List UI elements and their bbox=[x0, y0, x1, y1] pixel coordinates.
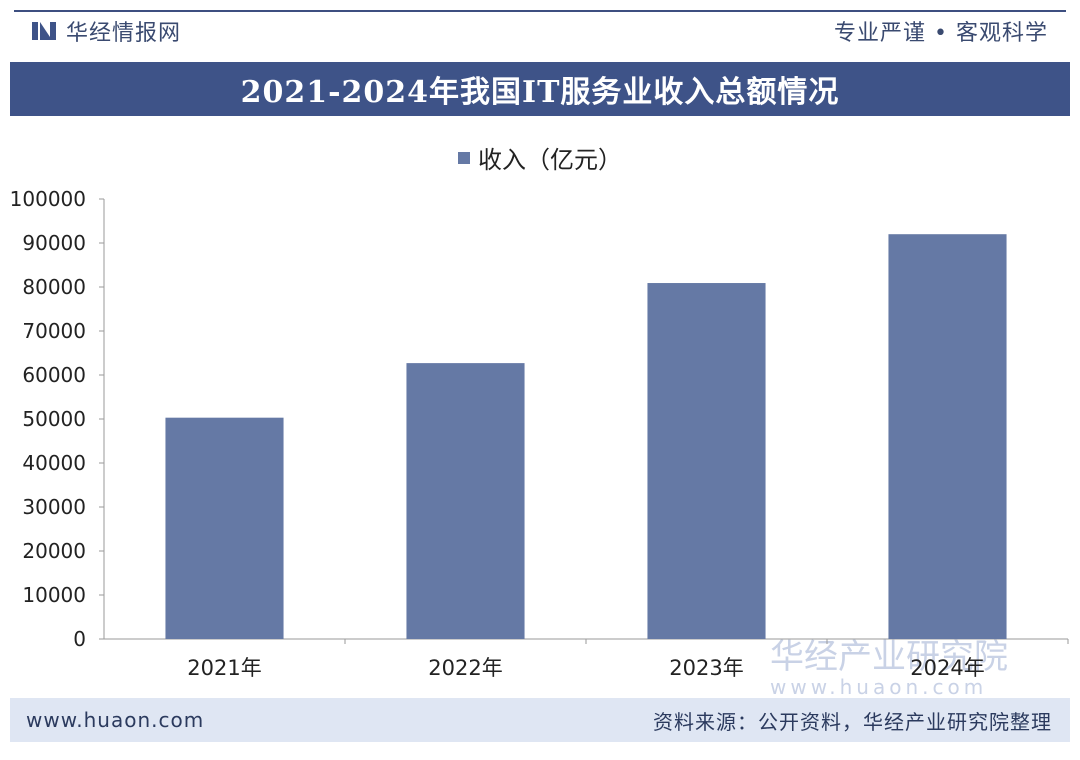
top-rule bbox=[14, 10, 1066, 12]
y-tick-label: 50000 bbox=[22, 407, 86, 431]
watermark-url: www.huaon.com bbox=[770, 675, 987, 699]
y-tick-label: 30000 bbox=[22, 495, 86, 519]
bar-1 bbox=[165, 417, 284, 639]
y-tick-label: 10000 bbox=[22, 583, 86, 607]
footer-site: www.huaon.com bbox=[26, 708, 205, 732]
x-tick-label: 2022年 bbox=[428, 656, 502, 680]
y-tick-label: 40000 bbox=[22, 451, 86, 475]
y-tick-label: 20000 bbox=[22, 539, 86, 563]
legend-label: 收入（亿元） bbox=[478, 146, 622, 174]
y-tick-label: 70000 bbox=[22, 319, 86, 343]
legend: 收入（亿元） bbox=[0, 140, 1080, 175]
title-band: 2021-2024年我国IT服务业收入总额情况 bbox=[10, 62, 1070, 116]
bar-2 bbox=[406, 363, 525, 639]
slogan: 专业严谨 • 客观科学 bbox=[834, 21, 1048, 46]
legend-swatch bbox=[458, 151, 470, 164]
logo-text: 华经情报网 bbox=[66, 21, 182, 46]
y-tick-label: 90000 bbox=[22, 231, 86, 255]
bar-3 bbox=[647, 283, 766, 639]
y-tick-label: 60000 bbox=[22, 363, 86, 387]
logo: 华经情报网 bbox=[32, 15, 181, 47]
y-tick-label: 100000 bbox=[10, 187, 86, 211]
x-tick-label: 2021年 bbox=[187, 656, 261, 680]
logo-icon bbox=[32, 20, 56, 42]
header: 华经情报网 专业严谨 • 客观科学 bbox=[0, 0, 1080, 62]
footer-band: www.huaon.com 资料来源：公开资料，华经产业研究院整理 bbox=[10, 698, 1070, 742]
x-tick-label: 2023年 bbox=[669, 656, 743, 680]
y-tick-label: 0 bbox=[73, 627, 86, 651]
x-tick-label: 2024年 bbox=[910, 656, 984, 680]
footer-source: 资料来源：公开资料，华经产业研究院整理 bbox=[653, 709, 1052, 734]
y-tick-label: 80000 bbox=[22, 275, 86, 299]
chart-title: 2021-2024年我国IT服务业收入总额情况 bbox=[240, 75, 840, 110]
watermark-name: 华经产业研究院 bbox=[770, 637, 1008, 677]
bar-4 bbox=[888, 234, 1007, 639]
